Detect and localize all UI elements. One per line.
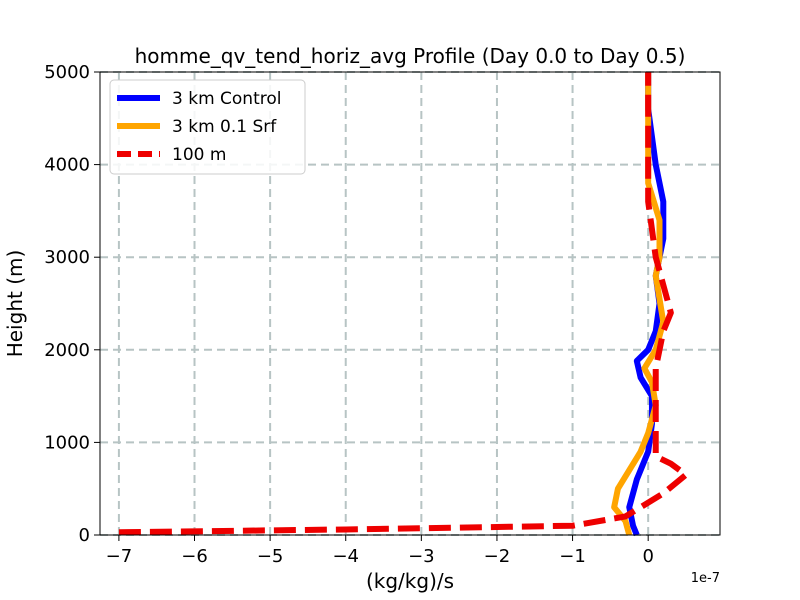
series-layer: [118, 72, 689, 537]
legend-label-1: 3 km Control: [172, 89, 281, 109]
x-tick-label: −2: [484, 546, 511, 567]
x-axis-ticks: −7 −6 −5 −4 −3 −2 −1 0: [106, 535, 654, 567]
y-tick-label: 0: [79, 525, 90, 546]
x-tick-label: −5: [257, 546, 284, 567]
x-axis-offset-label: 1e-7: [691, 571, 720, 586]
y-tick-label: 1000: [44, 432, 90, 453]
x-tick-label: −3: [408, 546, 435, 567]
y-tick-label: 5000: [44, 62, 90, 83]
plot-frame: [99, 71, 721, 536]
x-tick-label: −4: [332, 546, 359, 567]
x-tick-label: −6: [181, 546, 208, 567]
legend: 3 km Control 3 km 0.1 Srf 100 m: [109, 79, 306, 175]
x-tick-label: 0: [642, 546, 653, 567]
y-axis-label: Height (m): [3, 250, 27, 358]
legend-label-2: 3 km 0.1 Srf: [172, 117, 277, 137]
legend-box: [109, 79, 306, 175]
y-tick-label: 2000: [44, 340, 90, 361]
y-tick-label: 4000: [44, 155, 90, 176]
y-tick-label: 3000: [44, 247, 90, 268]
series-line-2: [611, 72, 667, 536]
legend-label-3: 100 m: [172, 145, 226, 165]
x-axis-label: (kg/kg)/s: [366, 569, 454, 593]
y-axis-ticks: 0 1000 2000 3000 4000 5000: [44, 62, 100, 546]
x-tick-label: −7: [106, 546, 133, 567]
chart-title: homme_qv_tend_horiz_avg Profile (Day 0.0…: [135, 44, 686, 68]
series-line-1: [626, 72, 667, 537]
series-line-3: [118, 72, 689, 536]
x-tick-label: −1: [559, 546, 586, 567]
